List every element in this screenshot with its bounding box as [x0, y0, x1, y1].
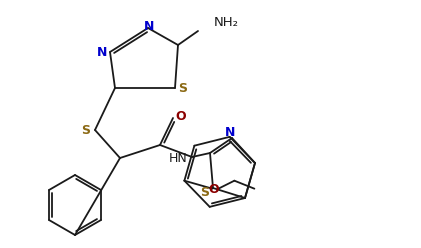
Text: N: N — [144, 21, 154, 33]
Text: O: O — [208, 183, 218, 196]
Text: S: S — [200, 186, 210, 198]
Text: N: N — [225, 125, 235, 138]
Text: O: O — [176, 110, 187, 123]
Text: NH₂: NH₂ — [214, 17, 239, 30]
Text: S: S — [179, 83, 187, 95]
Text: S: S — [82, 124, 91, 137]
Text: N: N — [97, 47, 107, 60]
Text: HN: HN — [168, 152, 187, 164]
